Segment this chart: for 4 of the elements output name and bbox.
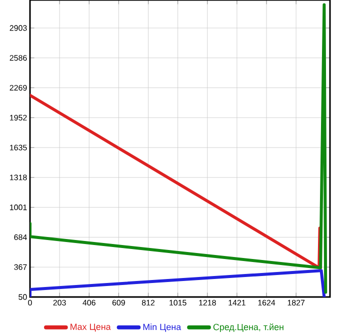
legend-label: Max Цена bbox=[70, 324, 111, 332]
legend-label: Сред.Цена, т.йен bbox=[213, 323, 284, 332]
legend-label: Min Цена bbox=[143, 324, 182, 332]
line-series bbox=[30, 3, 328, 294]
